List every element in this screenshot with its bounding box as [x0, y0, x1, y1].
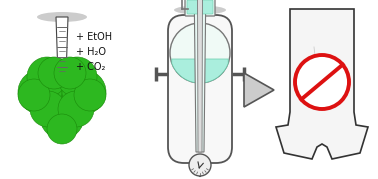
Circle shape	[30, 91, 66, 127]
Circle shape	[38, 57, 70, 89]
Circle shape	[74, 79, 106, 111]
Polygon shape	[276, 9, 368, 159]
FancyBboxPatch shape	[187, 0, 213, 14]
Circle shape	[54, 57, 86, 89]
Polygon shape	[56, 17, 68, 77]
Text: + EtOH: + EtOH	[76, 32, 112, 42]
Polygon shape	[244, 73, 274, 107]
Ellipse shape	[174, 6, 226, 14]
Polygon shape	[195, 13, 205, 35]
Circle shape	[27, 57, 67, 97]
Circle shape	[189, 154, 211, 176]
Polygon shape	[197, 0, 203, 152]
Circle shape	[47, 114, 77, 144]
FancyBboxPatch shape	[168, 15, 232, 163]
Polygon shape	[194, 0, 206, 152]
Circle shape	[40, 95, 84, 139]
Text: + CO₂: + CO₂	[76, 62, 105, 72]
Polygon shape	[172, 59, 228, 83]
Circle shape	[32, 62, 92, 122]
Circle shape	[170, 23, 230, 83]
Circle shape	[18, 70, 62, 114]
Circle shape	[18, 79, 50, 111]
Circle shape	[323, 72, 339, 88]
Circle shape	[57, 57, 97, 97]
Circle shape	[58, 91, 94, 127]
Ellipse shape	[37, 12, 87, 22]
FancyBboxPatch shape	[185, 0, 215, 16]
Circle shape	[314, 77, 330, 93]
Text: + H₂O: + H₂O	[76, 47, 106, 57]
Circle shape	[305, 72, 321, 88]
Circle shape	[62, 70, 106, 114]
Circle shape	[295, 55, 349, 109]
